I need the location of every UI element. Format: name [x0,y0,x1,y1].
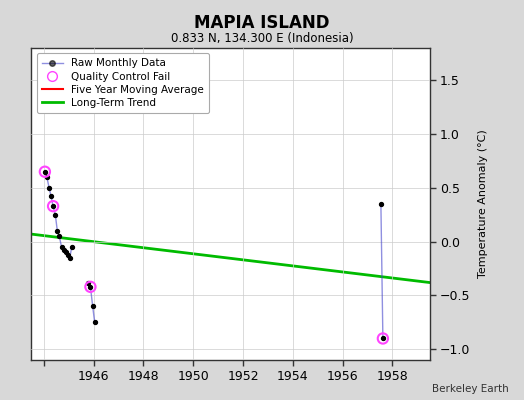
Point [51,212,60,218]
Point [379,335,387,342]
Point [66,254,74,261]
Point [379,335,387,342]
Point [42,174,51,180]
Text: 0.833 N, 134.300 E (Indonesia): 0.833 N, 134.300 E (Indonesia) [171,32,353,45]
Point [61,249,70,256]
Point [41,168,49,175]
Point [89,303,97,310]
Point [57,244,66,250]
Point [55,233,63,240]
Point [45,185,53,191]
Text: MAPIA ISLAND: MAPIA ISLAND [194,14,330,32]
Text: Berkeley Earth: Berkeley Earth [432,384,508,394]
Point [53,228,61,234]
Point [84,279,93,286]
Point [68,244,76,250]
Legend: Raw Monthly Data, Quality Control Fail, Five Year Moving Average, Long-Term Tren: Raw Monthly Data, Quality Control Fail, … [37,53,209,113]
Point [47,193,56,200]
Point [86,284,95,290]
Point [377,201,385,207]
Point [59,247,68,254]
Point [91,319,99,326]
Point [86,284,95,290]
Point [41,168,49,175]
Point [49,203,57,209]
Point [63,251,72,258]
Y-axis label: Temperature Anomaly (°C): Temperature Anomaly (°C) [477,130,487,278]
Point [49,203,57,209]
